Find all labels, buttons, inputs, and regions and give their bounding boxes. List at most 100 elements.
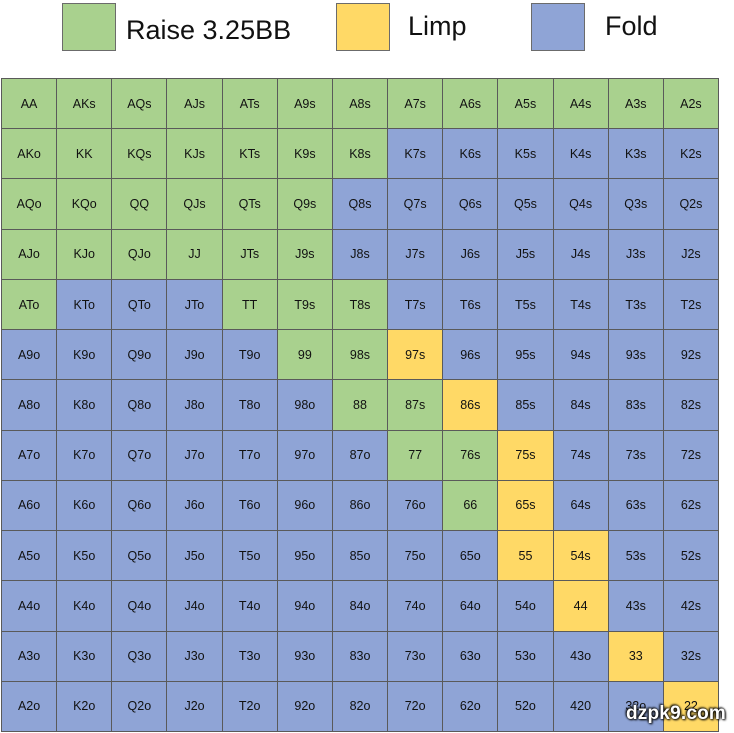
hand-cell: A8s xyxy=(332,79,389,130)
hand-cell: 65s xyxy=(498,480,554,532)
hand-cell: J9o xyxy=(167,330,223,381)
hand-cell: T5s xyxy=(498,279,554,331)
legend: Raise 3.25BB Limp Fold xyxy=(0,0,734,78)
hand-cell: Q2o xyxy=(112,681,168,732)
hand-cell: AKs xyxy=(57,79,113,130)
hand-cell: 82s xyxy=(663,380,719,431)
hand-cell: 42s xyxy=(663,581,719,632)
hand-cell: 97s xyxy=(388,330,444,381)
hand-cell: Q9s xyxy=(277,179,333,230)
hand-cell: A9s xyxy=(277,79,333,130)
hand-cell: J5s xyxy=(498,229,554,280)
hand-cell: J8o xyxy=(167,380,223,431)
hand-cell: K2o xyxy=(57,681,113,732)
hand-cell: K2s xyxy=(663,129,719,180)
hand-cell: 73o xyxy=(388,631,444,682)
hand-cell: 73s xyxy=(608,430,664,481)
hand-cell: 53s xyxy=(608,531,664,582)
hand-cell: A9o xyxy=(2,330,58,381)
hand-cell: 97o xyxy=(277,430,333,481)
hand-cell: T8o xyxy=(222,380,278,431)
hand-cell: A7o xyxy=(2,430,58,481)
hand-cell: T3s xyxy=(608,279,664,331)
hand-cell: A3s xyxy=(608,79,664,130)
hand-cell: TT xyxy=(222,279,278,331)
hand-cell: 32s xyxy=(663,631,719,682)
hand-cell: 92s xyxy=(663,330,719,381)
hand-cell: KQs xyxy=(112,129,168,180)
hand-cell: K4o xyxy=(57,581,113,632)
hand-cell: 44 xyxy=(553,581,609,632)
hand-cell: 52o xyxy=(498,681,554,732)
hand-cell: 72s xyxy=(663,430,719,481)
hand-cell: JTs xyxy=(222,229,278,280)
hand-range-grid: AA AKs AQs AJs ATs A9s A8s A7s A6s A5s A4s A3s A2s AK… xyxy=(1,78,719,732)
hand-cell: T7o xyxy=(222,430,278,481)
hand-cell: A4o xyxy=(2,581,58,632)
hand-cell: T6o xyxy=(222,480,278,532)
hand-cell: 62s xyxy=(663,480,719,532)
hand-cell: QTo xyxy=(112,279,168,331)
hand-cell: T6s xyxy=(443,279,499,331)
hand-cell: T2s xyxy=(663,279,719,331)
hand-cell: T9o xyxy=(222,330,278,381)
hand-cell: A6o xyxy=(2,480,58,532)
hand-cell: J7o xyxy=(167,430,223,481)
hand-cell: 96s xyxy=(443,330,499,381)
hand-cell: 54s xyxy=(553,531,609,582)
hand-cell: 85o xyxy=(332,531,389,582)
hand-cell: K5o xyxy=(57,531,113,582)
hand-cell: Q3o xyxy=(112,631,168,682)
hand-cell: 94s xyxy=(553,330,609,381)
legend-label-fold: Fold xyxy=(605,11,658,41)
legend-label-limp: Limp xyxy=(408,11,467,41)
hand-cell: 43o xyxy=(553,631,609,682)
hand-cell: 98s xyxy=(332,330,389,381)
hand-cell: Q7o xyxy=(112,430,168,481)
hand-cell: 76o xyxy=(388,480,444,532)
hand-cell: 86o xyxy=(332,480,389,532)
hand-cell: A6s xyxy=(443,79,499,130)
hand-cell: Q6o xyxy=(112,480,168,532)
hand-cell: 74o xyxy=(388,581,444,632)
hand-cell: J2o xyxy=(167,681,223,732)
hand-cell: Q6s xyxy=(443,179,499,230)
hand-cell: 83s xyxy=(608,380,664,431)
hand-cell: 75o xyxy=(388,531,444,582)
hand-cell: 55 xyxy=(498,531,554,582)
hand-cell: Q9o xyxy=(112,330,168,381)
hand-cell: T4s xyxy=(553,279,609,331)
hand-cell: 22 xyxy=(663,681,719,732)
hand-cell: ATo xyxy=(2,279,58,331)
hand-cell: J4s xyxy=(553,229,609,280)
hand-cell: KQo xyxy=(57,179,113,230)
hand-cell: J3o xyxy=(167,631,223,682)
hand-cell: T2o xyxy=(222,681,278,732)
hand-cell: 53o xyxy=(498,631,554,682)
hand-cell: 86s xyxy=(443,380,499,431)
hand-cell: J5o xyxy=(167,531,223,582)
hand-cell: 32o xyxy=(608,681,664,732)
hand-cell: K8o xyxy=(57,380,113,431)
legend-swatch-raise xyxy=(62,3,116,51)
hand-cell: Q8o xyxy=(112,380,168,431)
hand-cell: K9o xyxy=(57,330,113,381)
watermark: dzpk9.com xyxy=(626,703,726,724)
hand-cell: ATs xyxy=(222,79,278,130)
hand-cell: T3o xyxy=(222,631,278,682)
hand-cell: AJo xyxy=(2,229,58,280)
hand-cell: 33 xyxy=(608,631,664,682)
hand-cell: 77 xyxy=(388,430,444,481)
hand-cell: Q5o xyxy=(112,531,168,582)
hand-cell: Q5s xyxy=(498,179,554,230)
hand-cell: 75s xyxy=(498,430,554,481)
hand-cell: 43s xyxy=(608,581,664,632)
hand-cell: 95o xyxy=(277,531,333,582)
hand-cell: AQo xyxy=(2,179,58,230)
hand-cell: 93s xyxy=(608,330,664,381)
hand-cell: K4s xyxy=(553,129,609,180)
hand-cell: Q4o xyxy=(112,581,168,632)
hand-cell: KTo xyxy=(57,279,113,331)
hand-cell: J2s xyxy=(663,229,719,280)
hand-cell: 87s xyxy=(388,380,444,431)
